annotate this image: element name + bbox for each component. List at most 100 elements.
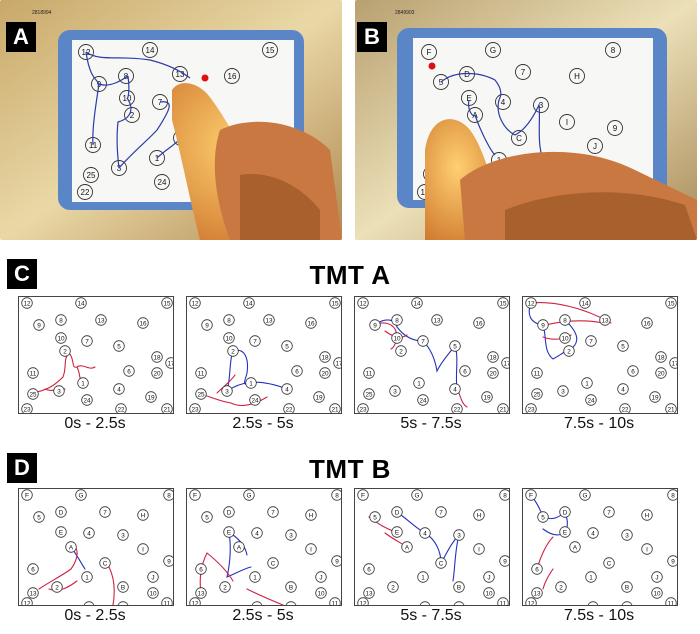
svg-text:5: 5 [621, 343, 625, 350]
tmt-a-node: 10 [55, 332, 67, 344]
tmt-b-node: 8 [667, 489, 677, 501]
svg-text:C: C [516, 134, 522, 143]
tmt-a-node: 25 [195, 388, 207, 400]
tmt-b-node: H [137, 509, 149, 521]
svg-text:8: 8 [227, 317, 231, 324]
svg-text:9: 9 [335, 558, 339, 565]
tmt-a-node: 18 [319, 351, 331, 363]
svg-text:24: 24 [419, 397, 427, 404]
svg-text:6: 6 [535, 566, 539, 573]
tmt-b-node: A [65, 541, 77, 553]
tmt-a-plot-1: 12 14 15 9 8 13 16 10 7 5 2 18 17 11 6 20 3 1 25 24 4 19 23 22 2… [21, 297, 173, 413]
svg-text:2: 2 [223, 584, 227, 591]
svg-text:24: 24 [158, 178, 167, 187]
tmt-a-node: 9 [537, 319, 549, 331]
svg-text:21: 21 [499, 406, 507, 413]
tmt-b-node: A [569, 541, 581, 553]
photo-a-node: 8 [118, 68, 134, 84]
svg-text:2: 2 [567, 348, 571, 355]
svg-text:5: 5 [439, 78, 444, 87]
tmt-a-node: 9 [369, 319, 381, 331]
tmt-b-node: 12 [525, 597, 537, 605]
svg-text:E: E [563, 529, 567, 536]
tmt-a-node: 21 [497, 403, 509, 413]
photo-b-node: 8 [605, 42, 621, 58]
svg-text:22: 22 [621, 406, 629, 413]
tmt-b-node: J [315, 571, 327, 583]
tmt-a-node: 23 [357, 403, 369, 413]
svg-text:G: G [247, 492, 252, 499]
tmt-a-node: 16 [305, 317, 317, 329]
tmt-b-trace-red [246, 588, 284, 605]
tmt-b-node: C [435, 557, 447, 569]
tmt-a-node: 11 [531, 367, 543, 379]
tmt-a-node: 25 [27, 388, 39, 400]
tmt-b-node: K [117, 601, 129, 605]
tmt-a-trace-red [544, 320, 604, 326]
tmt-b-trace-blue [226, 531, 252, 578]
photo-b-node: H [569, 68, 585, 84]
tmt-a-trace-red [216, 374, 236, 394]
tmt-a-node: 21 [161, 403, 173, 413]
svg-text:J: J [151, 574, 154, 581]
svg-text:15: 15 [266, 46, 275, 55]
svg-text:6: 6 [31, 566, 35, 573]
tmt-a-node: 23 [21, 403, 33, 413]
svg-text:L: L [87, 604, 91, 605]
tmt-b-node: F [525, 489, 537, 501]
svg-text:5: 5 [285, 343, 289, 350]
svg-text:21: 21 [331, 406, 339, 413]
svg-text:13: 13 [365, 590, 373, 597]
tmt-a-node: 24 [81, 394, 93, 406]
svg-text:24: 24 [83, 397, 91, 404]
tmt-a-plot-2: 12 14 15 9 8 13 16 10 7 5 2 18 17 11 6 20 3 1 25 24 4 19 23 22 2… [189, 297, 341, 413]
tmt-a-node: 15 [665, 297, 677, 309]
svg-text:K: K [121, 604, 126, 605]
svg-text:6: 6 [631, 368, 635, 375]
svg-text:25: 25 [29, 391, 37, 398]
tmt-a-trace-red [76, 365, 96, 369]
tmt-b-node: B [453, 581, 465, 593]
svg-text:11: 11 [366, 370, 373, 377]
tmt-b-node: F [189, 489, 201, 501]
tmt-a-node: 10 [391, 332, 403, 344]
tmt-a-node: 22 [115, 403, 127, 413]
tmt-b-node: 7 [603, 506, 615, 518]
photo-b-node: 7 [515, 64, 531, 80]
tmt-b-node: G [411, 489, 423, 501]
svg-text:14: 14 [581, 300, 589, 307]
svg-text:3: 3 [57, 388, 61, 395]
tmt-a-node: 24 [417, 394, 429, 406]
svg-text:21: 21 [163, 406, 171, 413]
tmt-b-node: I [305, 543, 317, 555]
tmt-b-node: 3 [117, 529, 129, 541]
photo-b-illustration: FG85D7HE43ACI9J1B1312 2849903 [355, 0, 697, 240]
tmt-b-node: F [21, 489, 33, 501]
tmt-a-node: 21 [329, 403, 341, 413]
svg-text:22: 22 [117, 406, 125, 413]
svg-text:7: 7 [421, 338, 425, 345]
tmt-b-plot-2: F G 8 5 D 7 H E 4 3 A C I 6 9 J 1 13 2 B 10 12 L K 11 [189, 489, 341, 605]
photo-a-node: 13 [172, 66, 188, 82]
tmt-b-node: 7 [267, 506, 279, 518]
tmt-b-node: A [401, 541, 413, 553]
tmt-a-node: 19 [313, 391, 325, 403]
tmt-a-node: 12 [21, 297, 33, 309]
panel-label-d: D [7, 453, 37, 483]
svg-text:13: 13 [29, 590, 37, 597]
svg-text:1: 1 [585, 380, 589, 387]
tmt-a-node: 2 [227, 345, 239, 357]
svg-text:25: 25 [533, 391, 541, 398]
svg-text:B: B [121, 584, 125, 591]
tmt-b-title: TMT B [309, 454, 391, 484]
tmt-a-caption-3: 5s - 7.5s [400, 415, 462, 432]
svg-text:23: 23 [359, 406, 367, 413]
svg-text:2: 2 [231, 348, 235, 355]
svg-text:G: G [79, 492, 84, 499]
tmt-a-node: 7 [585, 335, 597, 347]
svg-text:G: G [490, 46, 496, 55]
svg-text:K: K [457, 604, 462, 605]
svg-text:3: 3 [117, 164, 122, 173]
svg-text:F: F [427, 48, 432, 57]
svg-text:1: 1 [81, 380, 85, 387]
